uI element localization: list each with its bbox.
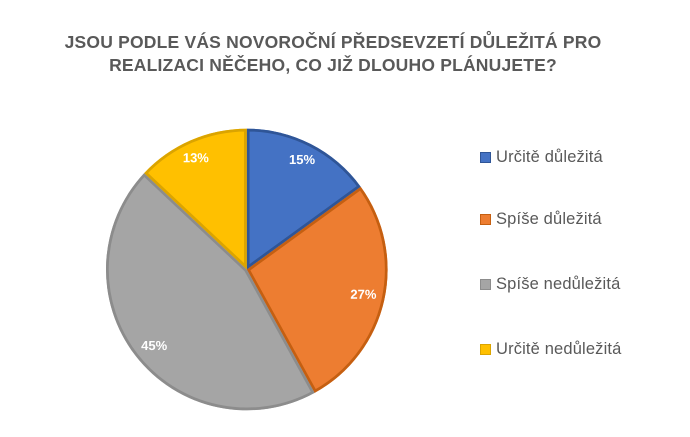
svg-text:45%: 45% bbox=[141, 338, 167, 353]
svg-text:13%: 13% bbox=[183, 150, 209, 165]
svg-text:15%: 15% bbox=[289, 152, 315, 167]
svg-text:27%: 27% bbox=[350, 287, 376, 302]
